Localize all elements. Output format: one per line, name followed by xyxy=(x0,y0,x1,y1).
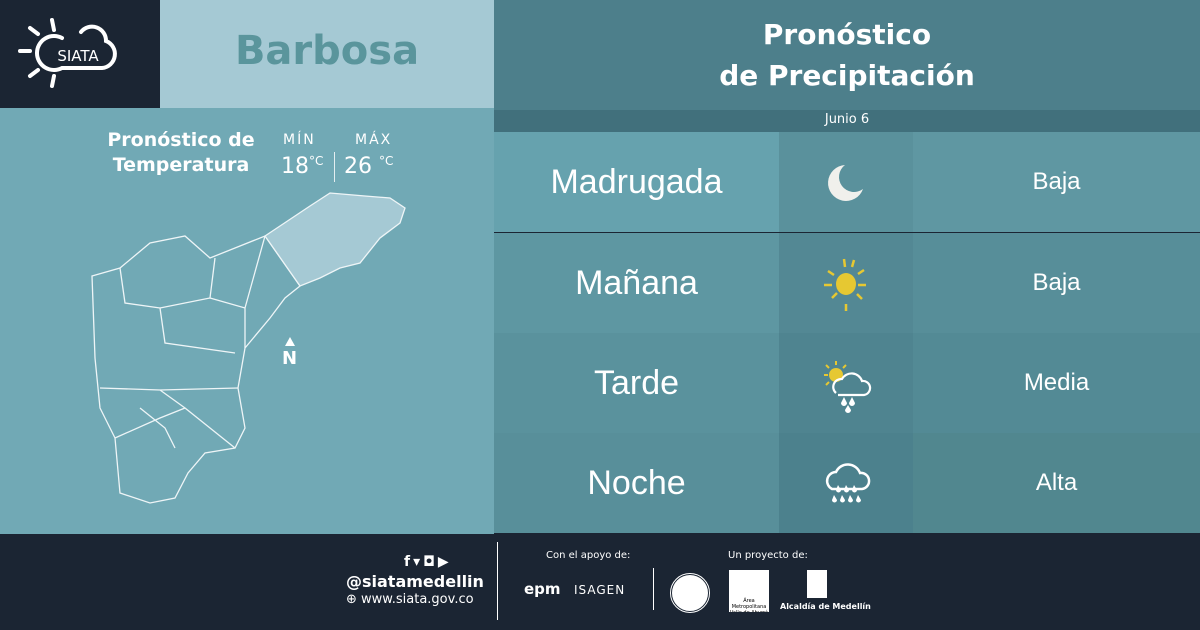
probability-level: Baja xyxy=(913,132,1200,232)
temperature-title-line2: Temperatura xyxy=(112,154,250,176)
forecast-title: Pronóstico de Precipitación xyxy=(494,14,1200,96)
area-metropolitana-logo: Área Metropolitana Valle de Aburrá xyxy=(729,570,769,612)
forecast-row: Tarde Media xyxy=(494,333,1200,433)
sun-icon xyxy=(779,233,913,333)
partly-cloudy-rain-icon xyxy=(779,333,913,433)
heavy-rain-icon xyxy=(779,433,913,533)
footer-divider xyxy=(653,568,654,610)
min-temp: 18°C xyxy=(281,154,324,179)
svg-text:SIATA: SIATA xyxy=(57,47,99,65)
map-panel: N xyxy=(0,108,494,534)
period-name: Mañana xyxy=(494,233,779,333)
project-label: Un proyecto de: xyxy=(728,550,808,561)
forecast-date: Junio 6 xyxy=(494,110,1200,132)
globe-icon: ⊕ xyxy=(346,592,357,607)
social-icons[interactable]: f▾◘▶ xyxy=(404,554,452,570)
max-temp: 26 °C xyxy=(344,154,394,179)
probability-level: Media xyxy=(913,333,1200,433)
probability-level: Baja xyxy=(913,233,1200,333)
temp-divider xyxy=(334,152,335,182)
period-name: Madrugada xyxy=(494,132,779,232)
logo-arrow xyxy=(128,0,160,108)
temperature-title: Pronóstico de Temperatura xyxy=(96,128,266,178)
moon-icon xyxy=(779,132,913,232)
min-label: MÍN xyxy=(283,132,316,148)
temperature-title-line1: Pronóstico de xyxy=(107,129,255,151)
period-name: Tarde xyxy=(494,333,779,433)
forecast-row: Noche Alta xyxy=(494,433,1200,533)
max-label: MÁX xyxy=(355,132,393,148)
footer-divider xyxy=(497,542,498,620)
forecast-row: Madrugada Baja xyxy=(494,132,1200,232)
support-label: Con el apoyo de: xyxy=(546,550,631,561)
medellin-seal-logo xyxy=(669,572,711,614)
location-name: Barbosa xyxy=(234,28,420,74)
sun-cloud-logo-icon: SIATA xyxy=(18,18,117,88)
forecast-row: Mañana Baja xyxy=(494,233,1200,333)
alcaldia-crest-icon xyxy=(807,570,827,598)
alcaldia-logo-text: Alcaldía de Medellín xyxy=(780,602,871,611)
north-arrow-icon xyxy=(285,337,295,346)
forecast-title-line2: de Precipitación xyxy=(719,59,975,92)
municipality-map xyxy=(91,192,406,504)
isagen-logo: ISAGEN xyxy=(574,583,626,597)
epm-logo: epm xyxy=(524,580,561,598)
social-handle[interactable]: @siatamedellin xyxy=(346,572,484,591)
north-label: N xyxy=(282,348,298,369)
probability-level: Alta xyxy=(913,433,1200,533)
period-name: Noche xyxy=(494,433,779,533)
forecast-title-line1: Pronóstico xyxy=(762,18,932,51)
website[interactable]: ⊕ www.siata.gov.co xyxy=(346,592,474,607)
footer: f▾◘▶ @siatamedellin ⊕ www.siata.gov.co C… xyxy=(0,534,1200,630)
forecast-header xyxy=(494,0,1200,110)
